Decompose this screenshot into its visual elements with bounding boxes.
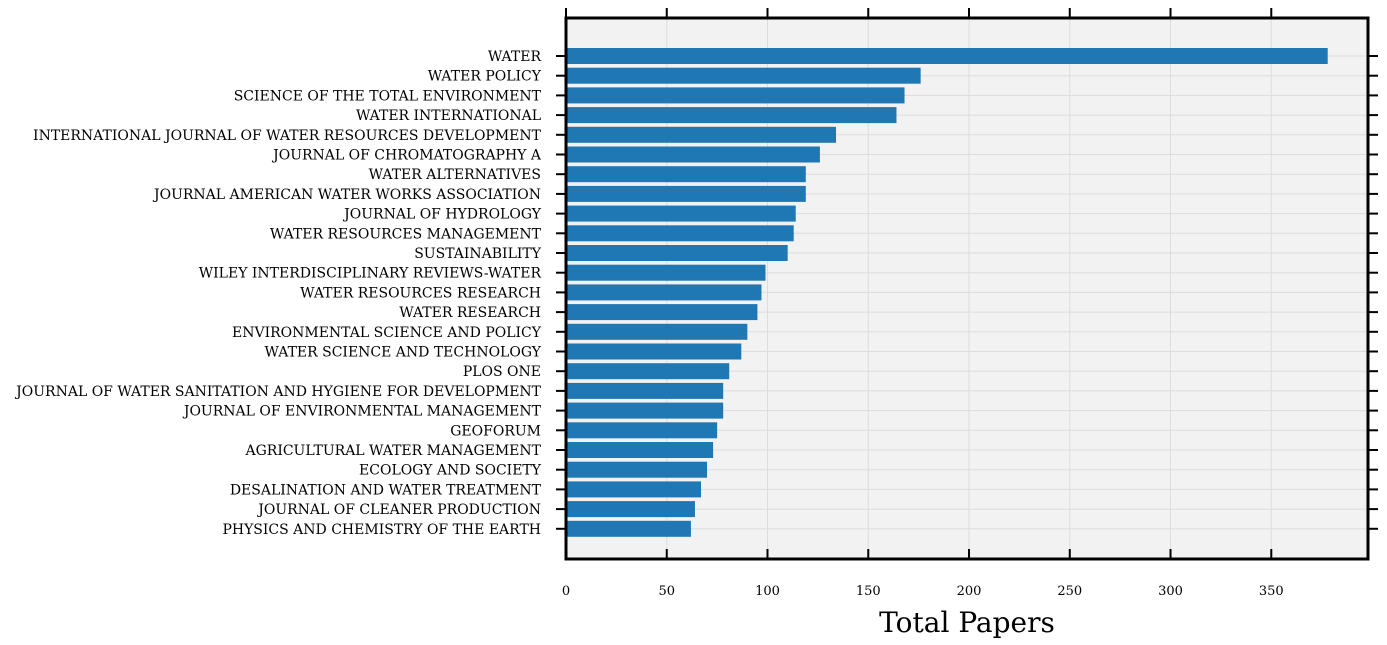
bar — [566, 107, 897, 124]
bar — [566, 146, 820, 163]
bar — [566, 166, 806, 183]
bar — [566, 323, 748, 340]
bar — [566, 422, 718, 439]
category-label: WATER POLICY — [428, 69, 542, 85]
x-tick-label: 100 — [755, 584, 780, 599]
x-tick-label: 0 — [562, 584, 570, 599]
category-label: INTERNATIONAL JOURNAL OF WATER RESOURCES… — [33, 128, 542, 144]
category-label: WATER RESOURCES RESEARCH — [300, 285, 541, 301]
bar — [566, 402, 724, 419]
category-label: JOURNAL OF ENVIRONMENTAL MANAGEMENT — [182, 404, 542, 420]
bar — [566, 48, 1328, 64]
bar — [566, 501, 695, 518]
bar — [566, 67, 921, 84]
category-label: WATER — [488, 49, 542, 65]
bar — [566, 87, 905, 104]
category-label: WATER SCIENCE AND TECHNOLOGY — [265, 345, 542, 361]
x-tick-label: 300 — [1158, 584, 1183, 599]
category-label: SCIENCE OF THE TOTAL ENVIRONMENT — [234, 88, 542, 104]
category-label: DESALINATION AND WATER TREATMENT — [230, 482, 542, 498]
category-label: WATER ALTERNATIVES — [369, 167, 541, 183]
bar — [566, 363, 730, 380]
bar — [566, 481, 702, 498]
bar — [566, 126, 837, 143]
category-label: AGRICULTURAL WATER MANAGEMENT — [244, 443, 541, 459]
axis-ticks: 0 50 100 150 200 250 300 350 — [556, 8, 1378, 599]
x-tick-label: 200 — [957, 584, 982, 599]
category-label: GEOFORUM — [450, 423, 541, 439]
category-labels: WATER WATER POLICY SCIENCE OF THE TOTAL EN… — [14, 49, 542, 538]
bar — [566, 245, 788, 261]
category-label: WATER RESEARCH — [399, 305, 541, 321]
category-label: WATER INTERNATIONAL — [356, 108, 541, 124]
category-label: SUSTAINABILITY — [414, 246, 542, 262]
bar — [566, 343, 742, 360]
plot-frame — [564, 16, 1370, 561]
bar — [566, 520, 691, 537]
category-label: JOURNAL OF CHROMATOGRAPHY A — [271, 148, 542, 164]
x-tick-label: 250 — [1057, 584, 1082, 599]
category-label: PLOS ONE — [463, 364, 541, 380]
category-label: JOURNAL OF WATER SANITATION AND HYGIENE … — [14, 384, 542, 400]
category-label: WILEY INTERDISCIPLINARY REVIEWS-WATER — [199, 266, 542, 282]
x-tick-label: 50 — [658, 584, 675, 599]
category-label: PHYSICS AND CHEMISTRY OF THE EARTH — [222, 522, 541, 538]
x-tick-label: 350 — [1259, 584, 1284, 599]
category-label: JOURNAL OF CLEANER PRODUCTION — [256, 502, 541, 518]
bar — [566, 205, 796, 222]
category-label: JOURNAL AMERICAN WATER WORKS ASSOCIATION — [152, 187, 541, 203]
category-label: JOURNAL OF HYDROLOGY — [342, 207, 542, 223]
x-axis-title: Total Papers — [879, 606, 1055, 639]
bar — [566, 461, 708, 478]
bar — [566, 382, 724, 399]
bar — [566, 264, 766, 281]
bar — [566, 225, 794, 242]
bars — [566, 48, 1328, 537]
bar — [566, 185, 806, 202]
category-label: ENVIRONMENTAL SCIENCE AND POLICY — [232, 325, 542, 341]
bar — [566, 304, 758, 321]
bar — [566, 284, 762, 301]
category-label: WATER RESOURCES MANAGEMENT — [270, 226, 542, 242]
x-tick-label: 150 — [856, 584, 881, 599]
category-label: ECOLOGY AND SOCIETY — [359, 463, 542, 479]
bar — [566, 442, 714, 458]
